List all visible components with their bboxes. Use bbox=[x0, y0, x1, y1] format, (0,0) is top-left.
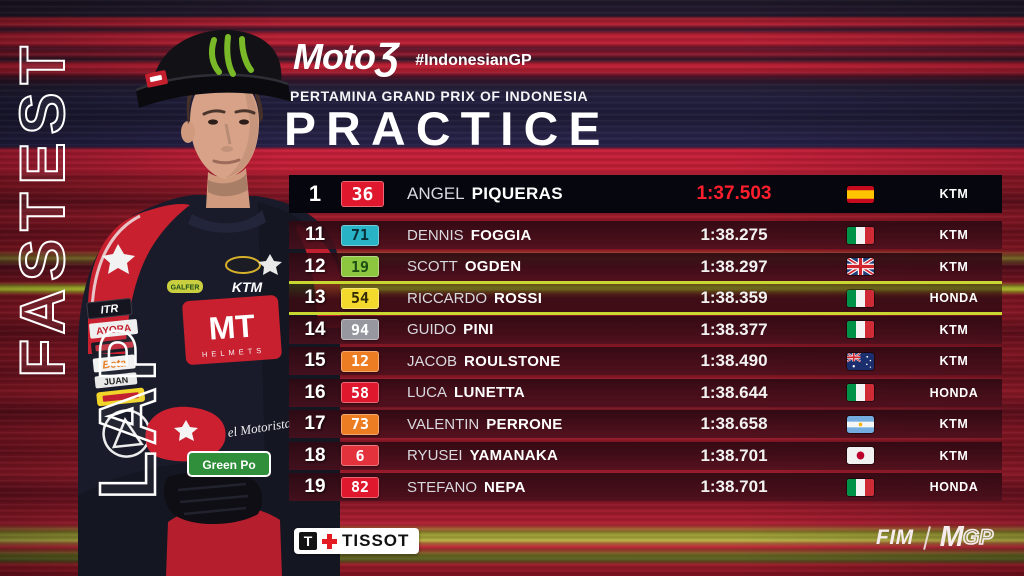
fim-logo: FIM bbox=[876, 526, 914, 549]
lap-vertical-text: LAP bbox=[82, 321, 174, 502]
svg-text:MT: MT bbox=[207, 307, 256, 346]
country-flag-ar bbox=[846, 415, 874, 433]
rider-number-badge: 19 bbox=[341, 256, 379, 277]
fastest-vertical-text: FASTEST bbox=[7, 37, 79, 379]
swiss-cross-icon bbox=[322, 533, 337, 549]
svg-text:HELMETS: HELMETS bbox=[202, 346, 266, 359]
team-name: HONDA bbox=[929, 291, 979, 305]
rider-name: RICCARDO ROSSI bbox=[407, 289, 543, 307]
rider-name: SCOTT OGDEN bbox=[407, 258, 522, 275]
country-flag-it bbox=[846, 478, 874, 496]
table-row: 11 71 DENNIS FOGGIA 1:38.275 KTM bbox=[289, 221, 1002, 249]
team-name: KTM bbox=[939, 259, 969, 274]
rider-number-badge: 71 bbox=[341, 224, 379, 246]
rider-number-badge: 12 bbox=[341, 350, 379, 372]
position: 15 bbox=[304, 350, 326, 371]
team-name: HONDA bbox=[929, 480, 979, 494]
team-name: KTM bbox=[939, 322, 969, 337]
rider-number-badge: 6 bbox=[341, 445, 379, 466]
position: 19 bbox=[304, 476, 326, 497]
table-row: 17 73 VALENTIN PERRONE 1:38.658 KTM bbox=[289, 410, 1002, 438]
rider-number-badge: 58 bbox=[341, 382, 379, 403]
country-flag-it bbox=[846, 384, 874, 401]
rider-name: ANGEL PIQUERAS bbox=[407, 184, 563, 203]
svg-text:Beta: Beta bbox=[102, 357, 127, 371]
table-row: 1 36 ANGEL PIQUERAS 1:37.503 KTM bbox=[289, 175, 1002, 213]
position: 14 bbox=[304, 318, 326, 340]
rider-name: DENNIS FOGGIA bbox=[407, 226, 532, 244]
position: 17 bbox=[304, 413, 326, 434]
footer-logos: FIM M GP bbox=[876, 521, 994, 554]
session-title: PRACTICE bbox=[284, 102, 611, 155]
moto3-logo: Moto Ʒ bbox=[293, 36, 400, 79]
table-row: 16 58 LUCA LUNETTA 1:38.644 HONDA bbox=[289, 378, 1002, 407]
sponsor-stack: ITR AYORA Beta JUAN bbox=[86, 298, 151, 458]
logo-separator bbox=[922, 526, 931, 550]
lap-time: 1:38.490 bbox=[700, 351, 768, 370]
lap-time: 1:38.297 bbox=[700, 256, 768, 276]
svg-text:GALFER: GALFER bbox=[171, 285, 200, 292]
position: 18 bbox=[304, 444, 326, 466]
team-name: KTM bbox=[939, 417, 969, 431]
lap-time: 1:38.275 bbox=[700, 225, 768, 244]
svg-text:ITR: ITR bbox=[100, 303, 119, 317]
results-table: 1 36 ANGEL PIQUERAS 1:37.503 KTM 11 71 DE… bbox=[289, 175, 1002, 505]
svg-text:AYORA: AYORA bbox=[96, 323, 132, 338]
table-row: 14 94 GUIDO PINI 1:38.377 KTM bbox=[289, 315, 1002, 344]
event-hashtag: #IndonesianGP bbox=[415, 51, 532, 69]
tissot-t-icon: T bbox=[299, 532, 317, 550]
team-name: KTM bbox=[939, 228, 969, 242]
position: 11 bbox=[304, 224, 326, 245]
team-name: HONDA bbox=[929, 385, 979, 400]
country-flag-it bbox=[846, 321, 874, 338]
motogp-logo: M GP bbox=[939, 521, 994, 554]
rider-number-badge: 94 bbox=[341, 319, 379, 340]
rider-number-badge: 36 bbox=[341, 181, 384, 207]
team-name: KTM bbox=[939, 187, 969, 201]
country-flag-it bbox=[846, 289, 874, 307]
rider-name: VALENTIN PERRONE bbox=[407, 415, 563, 433]
lap-time: 1:38.644 bbox=[700, 382, 768, 402]
lap-time: 1:38.701 bbox=[700, 477, 768, 496]
rider-name: LUCA LUNETTA bbox=[407, 384, 525, 401]
table-row: 15 12 JACOB ROULSTONE 1:38.490 KTM bbox=[289, 347, 1002, 375]
rider-number-badge: 82 bbox=[341, 476, 379, 498]
rider-number-badge: 54 bbox=[341, 287, 379, 309]
rider-number-badge: 73 bbox=[341, 413, 379, 435]
country-flag-es bbox=[846, 185, 874, 203]
lap-time: 1:38.359 bbox=[700, 288, 768, 307]
position: 16 bbox=[304, 381, 326, 403]
country-flag-au bbox=[846, 352, 874, 370]
svg-text:Green Po: Green Po bbox=[202, 458, 255, 472]
position: 1 bbox=[308, 181, 322, 206]
svg-text:KTM: KTM bbox=[232, 279, 263, 295]
monster-claw-icon bbox=[208, 34, 254, 77]
position: 13 bbox=[304, 287, 326, 308]
country-flag-it bbox=[846, 226, 874, 244]
table-row: 13 54 RICCARDO ROSSI 1:38.359 HONDA bbox=[289, 281, 1002, 315]
position: 12 bbox=[304, 255, 326, 277]
rider-name: STEFANO NEPA bbox=[407, 478, 526, 496]
lap-time: 1:37.503 bbox=[696, 183, 772, 204]
rider-name: JACOB ROULSTONE bbox=[407, 352, 561, 370]
team-name: KTM bbox=[939, 354, 969, 368]
table-row: 19 82 STEFANO NEPA 1:38.701 HONDA bbox=[289, 473, 1002, 501]
table-row: 12 19 SCOTT OGDEN 1:38.297 KTM bbox=[289, 252, 1002, 281]
rider-name: GUIDO PINI bbox=[407, 321, 494, 338]
rider-name: RYUSEI YAMANAKA bbox=[407, 447, 559, 464]
svg-text:JUAN: JUAN bbox=[103, 375, 128, 388]
lap-time: 1:38.377 bbox=[700, 319, 768, 339]
rider-photo: GALFER KTM MT HELMETS ITR AYORA Beta JUA… bbox=[78, 29, 340, 576]
event-name: PERTAMINA GRAND PRIX OF INDONESIA bbox=[290, 88, 589, 104]
country-flag-jp bbox=[846, 447, 874, 464]
table-row: 18 6 RYUSEI YAMANAKA 1:38.701 KTM bbox=[289, 441, 1002, 470]
lap-time: 1:38.658 bbox=[700, 414, 768, 433]
team-name: KTM bbox=[939, 448, 969, 463]
tissot-logo: T TISSOT bbox=[294, 528, 420, 554]
country-flag-gb bbox=[846, 258, 874, 275]
header: Moto Ʒ #IndonesianGP bbox=[293, 36, 532, 79]
lap-time: 1:38.701 bbox=[700, 445, 768, 465]
